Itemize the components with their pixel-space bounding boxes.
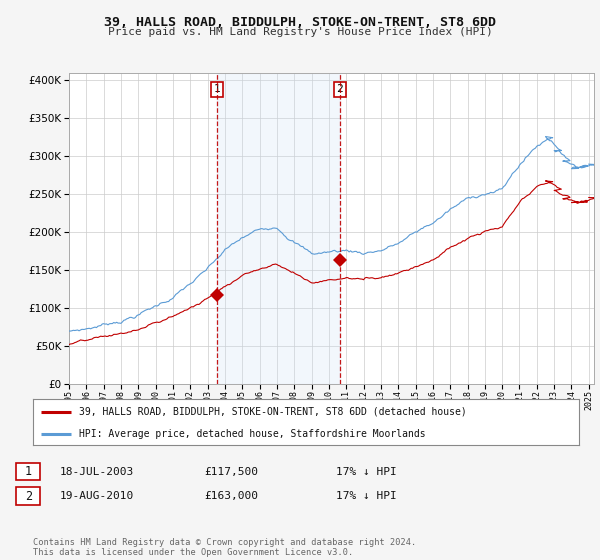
Text: 17% ↓ HPI: 17% ↓ HPI bbox=[336, 466, 397, 477]
Text: 1: 1 bbox=[25, 465, 32, 478]
Text: 18-JUL-2003: 18-JUL-2003 bbox=[60, 466, 134, 477]
Text: 2: 2 bbox=[337, 85, 343, 95]
Text: Price paid vs. HM Land Registry's House Price Index (HPI): Price paid vs. HM Land Registry's House … bbox=[107, 27, 493, 37]
Bar bbox=[217, 73, 340, 384]
Text: 39, HALLS ROAD, BIDDULPH, STOKE-ON-TRENT, ST8 6DD (detached house): 39, HALLS ROAD, BIDDULPH, STOKE-ON-TRENT… bbox=[79, 407, 467, 417]
Text: HPI: Average price, detached house, Staffordshire Moorlands: HPI: Average price, detached house, Staf… bbox=[79, 428, 426, 438]
Text: 1: 1 bbox=[214, 85, 220, 95]
Text: 2: 2 bbox=[25, 489, 32, 503]
Text: Contains HM Land Registry data © Crown copyright and database right 2024.
This d: Contains HM Land Registry data © Crown c… bbox=[33, 538, 416, 557]
Text: 39, HALLS ROAD, BIDDULPH, STOKE-ON-TRENT, ST8 6DD: 39, HALLS ROAD, BIDDULPH, STOKE-ON-TRENT… bbox=[104, 16, 496, 29]
Text: 17% ↓ HPI: 17% ↓ HPI bbox=[336, 491, 397, 501]
Text: 19-AUG-2010: 19-AUG-2010 bbox=[60, 491, 134, 501]
Text: £163,000: £163,000 bbox=[204, 491, 258, 501]
Text: £117,500: £117,500 bbox=[204, 466, 258, 477]
